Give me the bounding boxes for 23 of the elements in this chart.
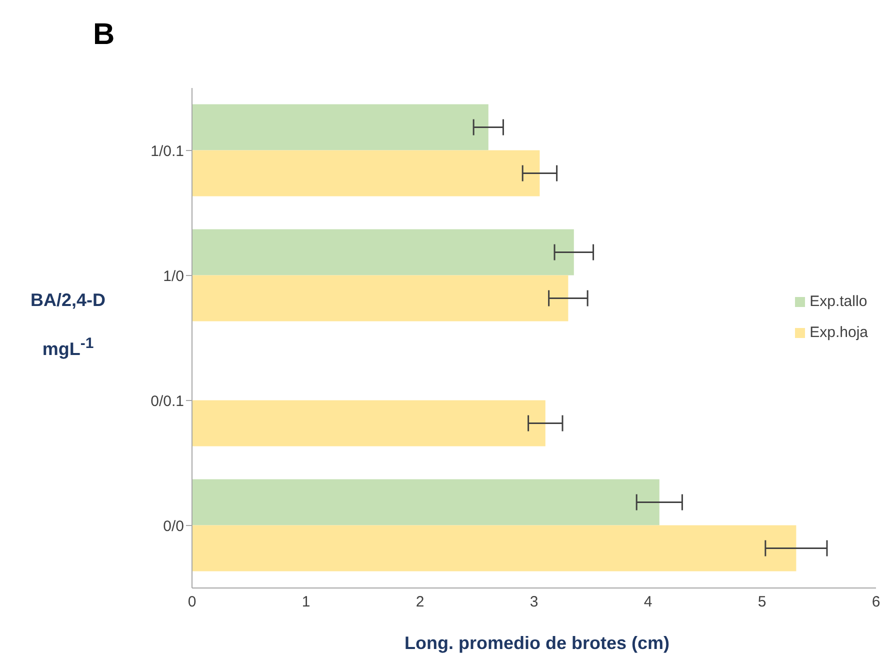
- x-tick-label: 2: [416, 594, 424, 611]
- x-tick-label: 0: [188, 594, 196, 611]
- bar: [192, 400, 546, 446]
- x-tick-label: 4: [644, 594, 652, 611]
- y-tick-label: 1/0.1: [150, 142, 184, 160]
- legend-label: Exp.hoja: [810, 324, 868, 341]
- y-tick-label: 0/0: [163, 518, 184, 535]
- bar: [192, 229, 574, 276]
- x-tick-label: 6: [872, 594, 880, 611]
- y-tick-label: 0/0.1: [150, 392, 184, 410]
- bar: [192, 104, 488, 150]
- chart-title: B: [93, 18, 115, 52]
- x-tick-label: 5: [758, 594, 766, 611]
- x-tick-label: 3: [530, 594, 538, 611]
- legend-label: Exp.tallo: [810, 293, 868, 310]
- y-tick-label: 1/0: [163, 268, 184, 285]
- x-tick-label: 1: [302, 594, 310, 611]
- bar: [192, 479, 660, 526]
- bar: [192, 525, 796, 572]
- text: BA/2,4-D mgL$^{-1}$: [30, 290, 106, 359]
- bar: [192, 275, 568, 322]
- bar: [192, 150, 540, 196]
- x-axis-title: Long. promedio de brotes (cm): [403, 633, 670, 654]
